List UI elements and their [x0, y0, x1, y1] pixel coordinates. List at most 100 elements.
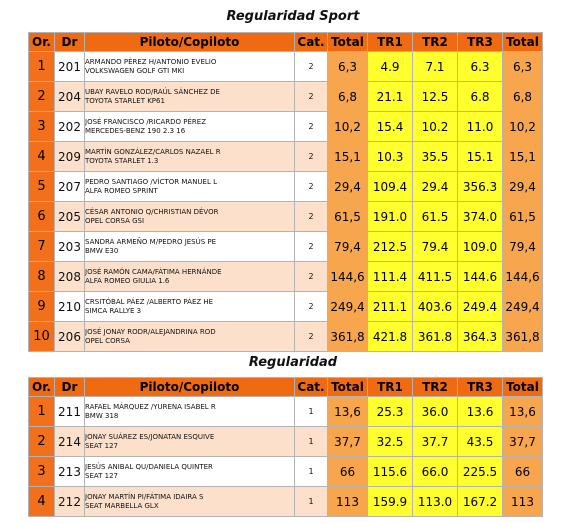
total-cell: 61,5 [327, 201, 368, 232]
pilot-copilot-cell: JOSÉ JONAY RODR/ALEJANDRINA ROD OPEL CORS… [84, 321, 295, 352]
pilot-names: JESÚS ANIBAL QU/DANIELA QUINTER [85, 462, 213, 471]
total-final-cell: 249,4 [502, 291, 543, 322]
total-cell: 113 [327, 486, 368, 517]
category-cell: 2 [294, 51, 328, 82]
total-final-cell: 79,4 [502, 231, 543, 262]
car-model: MERCEDES-BENZ 190 2.3 16 [85, 126, 186, 135]
total-cell: 10,2 [327, 111, 368, 142]
driver-number-cell: 212 [54, 486, 85, 517]
order-cell: 4 [28, 486, 55, 517]
total-cell: 13,6 [327, 396, 368, 427]
tr1-cell: 191.0 [367, 201, 413, 232]
total-final-cell: 15,1 [502, 141, 543, 172]
total-cell: 29,4 [327, 171, 368, 202]
category-cell: 1 [294, 486, 328, 517]
tr1-cell: 4.9 [367, 51, 413, 82]
table-row: 1 201 ARMANDO PÉREZ H/ANTONIO EVELIO VOLKSW… [28, 51, 543, 82]
total-cell: 361,8 [327, 321, 368, 352]
category-cell: 2 [294, 261, 328, 292]
tr1-cell: 115.6 [367, 456, 413, 487]
pilot-names: JONAY MARTÍN PI/FÁTIMA IDAIRA S [85, 492, 204, 501]
tr2-cell: 12.5 [412, 81, 458, 112]
tr2-cell: 61.5 [412, 201, 458, 232]
tr2-cell: 113.0 [412, 486, 458, 517]
table-row: 3 202 JOSÉ FRANCISCO /RICARDO PÉREZ MERCEDE… [28, 111, 543, 142]
tr3-cell: 109.0 [457, 231, 503, 262]
total-final-cell: 37,7 [502, 426, 543, 457]
total-final-cell: 61,5 [502, 201, 543, 232]
pilot-names: CRSITÓBAL PÁEZ /ALBERTO PÁEZ HE [85, 297, 214, 306]
total-cell: 144,6 [327, 261, 368, 292]
tr2-cell: 411.5 [412, 261, 458, 292]
pilot-copilot-cell: CRSITÓBAL PÁEZ /ALBERTO PÁEZ HE SIMCA RAL… [84, 291, 295, 322]
tr3-cell: 15.1 [457, 141, 503, 172]
header-total: Total [327, 377, 368, 397]
table-row: 10 206 JOSÉ JONAY RODR/ALEJANDRINA ROD OPEL… [28, 321, 543, 352]
header-driver-number: Dr [54, 377, 85, 397]
total-final-cell: 6,3 [502, 51, 543, 82]
table-row: 7 203 SANDRA ARMEÑO M/PEDRO JESÚS PE BMW E3… [28, 231, 543, 262]
car-model: ALFA ROMEO SPRINT [85, 186, 158, 195]
category-cell: 2 [294, 111, 328, 142]
table-row: 4 212 JONAY MARTÍN PI/FÁTIMA IDAIRA S SEAT … [28, 486, 543, 517]
pilot-names: JOSÉ RAMÓN CAMA/FÁTIMA HERNÁNDE [85, 267, 222, 276]
tr2-cell: 79.4 [412, 231, 458, 262]
tr1-cell: 32.5 [367, 426, 413, 457]
header-total-final: Total [502, 32, 543, 52]
tr2-cell: 29.4 [412, 171, 458, 202]
pilot-names: MARTÍN GONZÁLEZ/CARLOS NAZAEL R [85, 147, 221, 156]
table-row: 4 209 MARTÍN GONZÁLEZ/CARLOS NAZAEL R TOYOT… [28, 141, 543, 172]
driver-number-cell: 210 [54, 291, 85, 322]
category-cell: 2 [294, 141, 328, 172]
total-cell: 15,1 [327, 141, 368, 172]
total-final-cell: 29,4 [502, 171, 543, 202]
order-cell: 3 [28, 111, 55, 142]
order-cell: 7 [28, 231, 55, 262]
header-tr1: TR1 [367, 32, 413, 52]
header-driver-number: Dr [54, 32, 85, 52]
driver-number-cell: 203 [54, 231, 85, 262]
category-cell: 2 [294, 291, 328, 322]
header-total-final: Total [502, 377, 543, 397]
order-cell: 5 [28, 171, 55, 202]
header-tr2: TR2 [412, 377, 458, 397]
driver-number-cell: 208 [54, 261, 85, 292]
tr3-cell: 11.0 [457, 111, 503, 142]
table-row: 8 208 JOSÉ RAMÓN CAMA/FÁTIMA HERNÁNDE ALFA … [28, 261, 543, 292]
tr1-cell: 25.3 [367, 396, 413, 427]
order-cell: 1 [28, 51, 55, 82]
car-model: SEAT 127 [85, 471, 118, 480]
car-model: TOYOTA STARLET KP61 [85, 96, 165, 105]
category-cell: 1 [294, 456, 328, 487]
header-tr3: TR3 [457, 377, 503, 397]
pilot-copilot-cell: PEDRO SANTIAGO /VÍCTOR MANUEL L ALFA ROME… [84, 171, 295, 202]
table-row: 2 214 JONAY SUÁREZ ES/JONATAN ESQUIVE SEAT … [28, 426, 543, 457]
table-row: 2 204 UBAY RAVELO ROD/RAÚL SÁNCHEZ DE TOYOT… [28, 81, 543, 112]
pilot-copilot-cell: RAFAEL MÁRQUEZ /YURENA ISABEL R BMW 318 [84, 396, 295, 427]
total-cell: 37,7 [327, 426, 368, 457]
header-tr2: TR2 [412, 32, 458, 52]
total-final-cell: 6,8 [502, 81, 543, 112]
tr1-cell: 109.4 [367, 171, 413, 202]
driver-number-cell: 205 [54, 201, 85, 232]
car-model: OPEL CORSA GSI [85, 216, 145, 225]
driver-number-cell: 204 [54, 81, 85, 112]
tr3-cell: 144.6 [457, 261, 503, 292]
tr1-cell: 111.4 [367, 261, 413, 292]
tr3-cell: 6.3 [457, 51, 503, 82]
pilot-names: UBAY RAVELO ROD/RAÚL SÁNCHEZ DE [85, 87, 220, 96]
tr3-cell: 249.4 [457, 291, 503, 322]
order-cell: 8 [28, 261, 55, 292]
total-final-cell: 10,2 [502, 111, 543, 142]
total-cell: 79,4 [327, 231, 368, 262]
pilot-names: RAFAEL MÁRQUEZ /YURENA ISABEL R [85, 402, 216, 411]
tr1-cell: 10.3 [367, 141, 413, 172]
pilot-copilot-cell: UBAY RAVELO ROD/RAÚL SÁNCHEZ DE TOYOTA ST… [84, 81, 295, 112]
table-row: 5 207 PEDRO SANTIAGO /VÍCTOR MANUEL L ALFA … [28, 171, 543, 202]
order-cell: 9 [28, 291, 55, 322]
header-row: Or. Dr Piloto/Copiloto Cat. Total TR1 TR2 TR3 To… [28, 32, 543, 52]
table-row: 1 211 RAFAEL MÁRQUEZ /YURENA ISABEL R BMW 3… [28, 396, 543, 427]
header-total: Total [327, 32, 368, 52]
tr3-cell: 13.6 [457, 396, 503, 427]
header-order: Or. [28, 377, 55, 397]
